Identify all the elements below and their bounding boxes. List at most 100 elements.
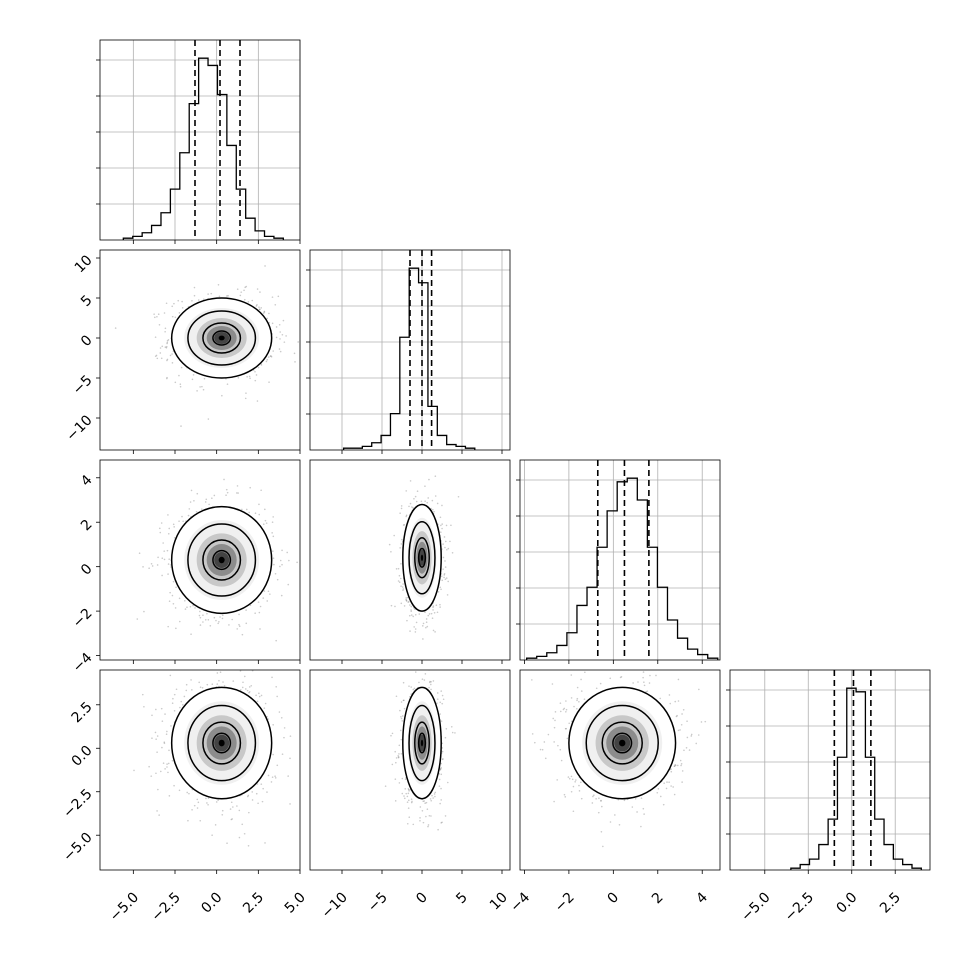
scatter-point: [281, 333, 284, 336]
scatter-point: [218, 295, 221, 298]
scatter-point: [403, 699, 405, 702]
scatter-point: [158, 814, 160, 816]
scatter-point: [276, 764, 279, 767]
contour-line-3-0-2: [202, 721, 242, 765]
scatter-point: [409, 480, 412, 482]
scatter-point: [173, 709, 176, 712]
scatter-point: [384, 785, 387, 787]
scatter-point: [400, 602, 403, 605]
scatter-point: [400, 562, 402, 565]
scatter-point: [163, 742, 166, 745]
scatter-point: [440, 787, 442, 790]
scatter-point: [240, 689, 242, 691]
scatter-point: [269, 355, 272, 357]
scatter-point: [223, 478, 225, 481]
scatter-point: [279, 331, 282, 333]
scatter-point: [199, 610, 201, 613]
pair-frame-3-0: [99, 669, 301, 871]
scatter-point: [442, 698, 445, 701]
scatter-point: [402, 681, 405, 684]
scatter-point: [407, 788, 410, 790]
scatter-point: [425, 621, 428, 623]
scatter-point: [180, 425, 182, 427]
scatter-point: [275, 639, 277, 642]
scatter-point: [427, 825, 429, 828]
scatter-point: [272, 753, 274, 756]
scatter-point: [432, 605, 435, 607]
scatter-point: [236, 805, 238, 807]
scatter-point: [232, 680, 235, 682]
scatter-point: [407, 601, 410, 603]
scatter-point: [428, 613, 431, 615]
scatter-point: [181, 300, 183, 303]
scatter-point: [427, 614, 430, 617]
scatter-point: [244, 668, 246, 670]
scatter-point: [168, 749, 170, 752]
scatter-point: [400, 505, 403, 507]
scatter-point: [410, 610, 413, 613]
density-fill-2-0-5: [218, 556, 225, 564]
pair-panel-3-2: [519, 669, 721, 874]
scatter-point: [151, 714, 153, 717]
scatter-point: [201, 686, 204, 689]
scatter-point: [444, 578, 447, 580]
scatter-point: [241, 508, 243, 511]
scatter-point: [446, 781, 449, 784]
hist-panel-1: [306, 249, 511, 454]
scatter-point: [405, 597, 408, 599]
scatter-point: [397, 755, 399, 757]
scatter-point: [432, 797, 434, 799]
scatter-point: [167, 573, 169, 575]
scatter-point: [230, 801, 233, 804]
scatter-point: [275, 336, 278, 339]
scatter-point: [249, 486, 251, 489]
scatter-point: [255, 792, 258, 795]
pair-content-3-2: [531, 671, 707, 848]
scatter-point: [264, 265, 266, 267]
scatter-point: [429, 798, 432, 800]
scatter-point: [409, 630, 411, 632]
scatter-point: [159, 770, 162, 773]
scatter-point: [258, 503, 260, 506]
scatter-point: [206, 612, 208, 615]
scatter-point: [438, 785, 441, 787]
scatter-point: [166, 766, 168, 768]
scatter-point: [203, 377, 206, 380]
scatter-point: [257, 366, 260, 369]
scatter-point: [225, 667, 227, 669]
scatter-point: [201, 385, 203, 388]
scatter-point: [178, 597, 181, 600]
scatter-point: [142, 566, 144, 568]
scatter-point: [442, 758, 444, 760]
scatter-point: [390, 551, 392, 553]
scatter-point: [434, 791, 437, 794]
scatter-point: [160, 522, 163, 524]
hist-panel-3: [726, 669, 931, 874]
scatter-point: [166, 339, 169, 342]
scatter-point: [254, 612, 256, 614]
scatter-point: [236, 628, 239, 630]
scatter-point: [238, 625, 241, 628]
scatter-point: [242, 681, 244, 684]
scatter-point: [263, 707, 266, 709]
scatter-point: [399, 547, 401, 549]
scatter-point: [407, 788, 410, 791]
scatter-point: [183, 695, 186, 698]
scatter-point: [241, 823, 244, 826]
scatter-point: [174, 607, 177, 609]
scatter-point: [390, 734, 392, 737]
scatter-point: [439, 769, 442, 771]
scatter-point: [680, 763, 683, 765]
scatter-point: [397, 756, 400, 759]
scatter-point: [430, 681, 432, 683]
scatter-point: [411, 800, 413, 803]
scatter-point: [164, 713, 166, 715]
scatter-point: [186, 606, 188, 609]
scatter-point: [254, 379, 257, 382]
scatter-point: [216, 672, 219, 674]
scatter-point: [218, 679, 220, 682]
scatter-point: [251, 299, 254, 302]
scatter-point: [184, 600, 186, 602]
scatter-point: [197, 801, 200, 804]
scatter-point: [283, 727, 286, 729]
